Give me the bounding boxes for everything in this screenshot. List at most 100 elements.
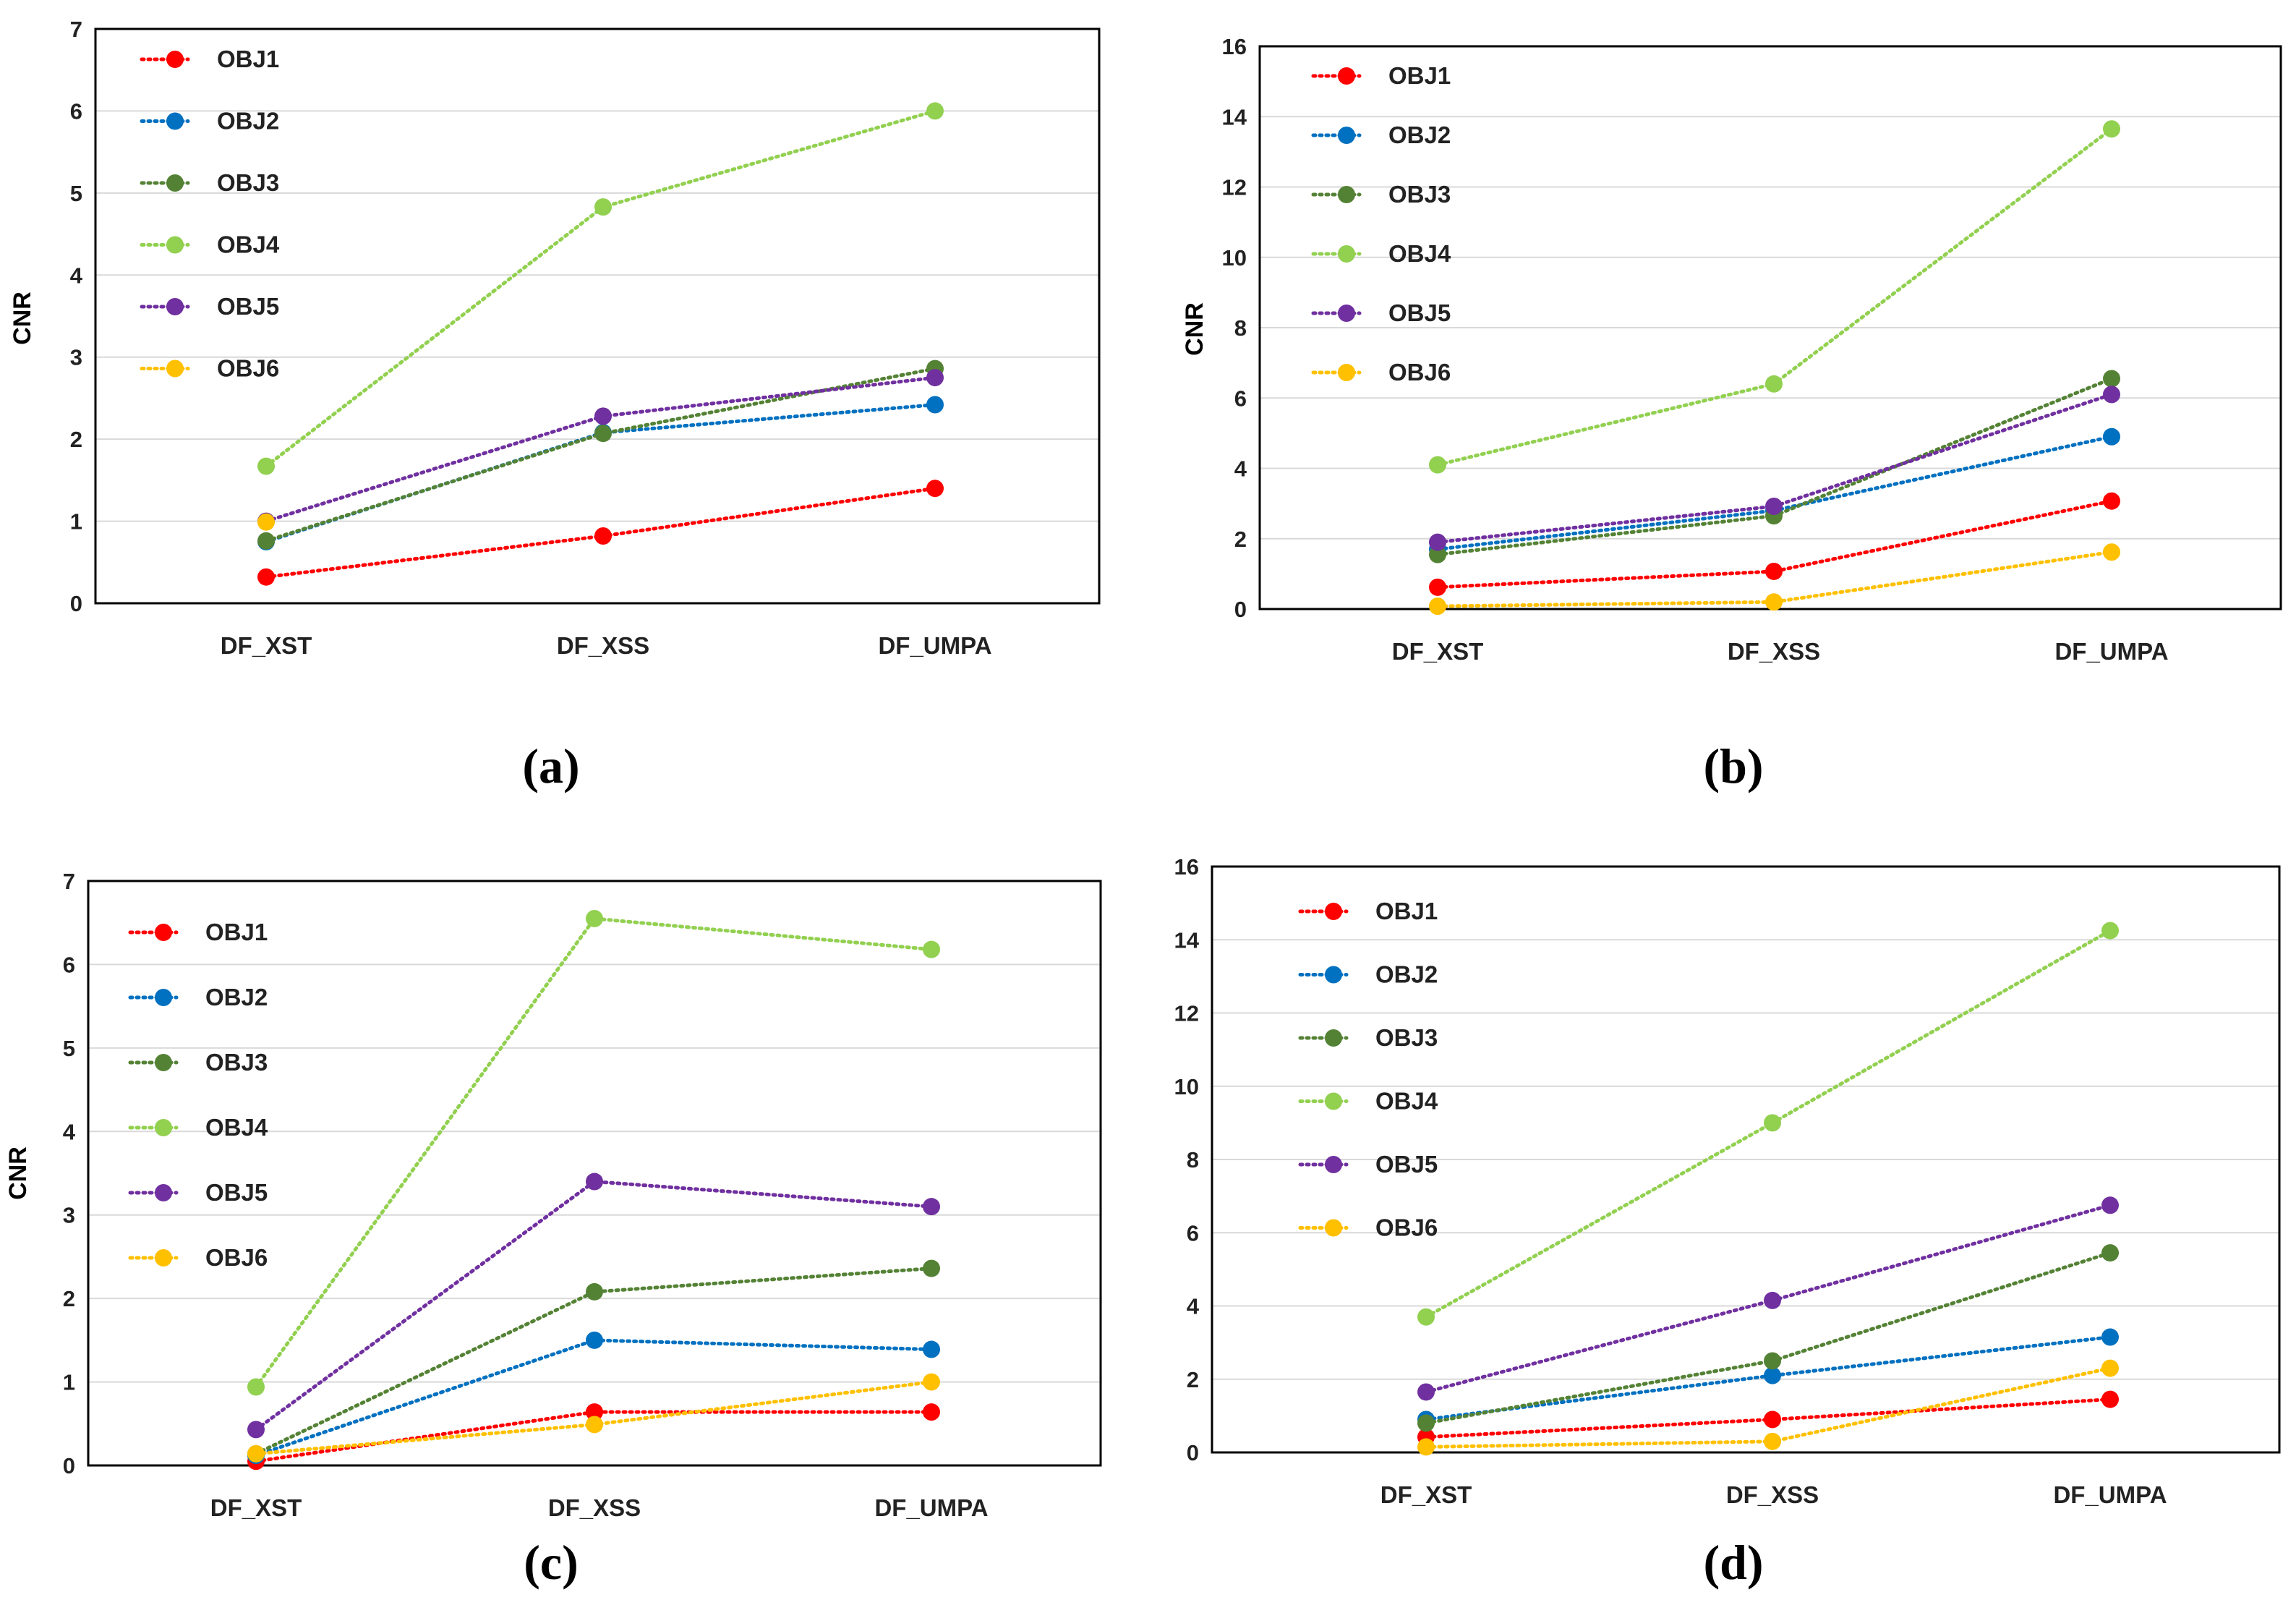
x-category-label: DF_UMPA bbox=[878, 632, 991, 659]
y-tick-label: 1 bbox=[63, 1370, 75, 1395]
legend-marker bbox=[1338, 305, 1355, 322]
data-point bbox=[2103, 120, 2120, 138]
legend-marker bbox=[166, 174, 184, 192]
data-point bbox=[1764, 1366, 1781, 1384]
data-point bbox=[2101, 922, 2119, 940]
series-obj6 bbox=[1417, 1359, 2119, 1456]
legend-marker bbox=[155, 1119, 172, 1136]
legend-item-obj1: OBJ1 bbox=[128, 919, 268, 945]
y-tick-label: 6 bbox=[1187, 1220, 1199, 1246]
series-obj3 bbox=[1429, 370, 2120, 563]
y-tick-label: 10 bbox=[1222, 245, 1247, 271]
data-point bbox=[2103, 427, 2120, 446]
legend-label: OBJ1 bbox=[205, 919, 268, 945]
legend-marker bbox=[166, 298, 184, 315]
y-tick-label: 4 bbox=[63, 1119, 76, 1144]
legend-marker bbox=[166, 359, 184, 378]
data-point bbox=[923, 1259, 940, 1277]
data-point bbox=[2103, 386, 2120, 404]
legend-item-obj4: OBJ4 bbox=[1298, 1088, 1438, 1115]
legend-item-obj6: OBJ6 bbox=[128, 1244, 268, 1271]
legend-marker bbox=[1338, 245, 1355, 263]
y-tick-label: 14 bbox=[1222, 104, 1247, 129]
data-point bbox=[1764, 1432, 1781, 1450]
data-point bbox=[2103, 370, 2120, 388]
series-line bbox=[264, 375, 937, 524]
legend-label: OBJ3 bbox=[1388, 181, 1451, 208]
series-line bbox=[254, 916, 934, 1389]
series-line bbox=[254, 1179, 934, 1431]
panel-caption: (a) bbox=[522, 739, 579, 793]
x-category-label: DF_XST bbox=[210, 1494, 302, 1521]
data-point bbox=[1765, 375, 1783, 393]
data-point bbox=[926, 480, 944, 498]
legend-marker bbox=[155, 1249, 172, 1267]
data-point bbox=[1765, 498, 1783, 516]
x-category-label: DF_XSS bbox=[1726, 1481, 1819, 1508]
data-point bbox=[926, 369, 944, 387]
series-obj1 bbox=[247, 1403, 940, 1471]
legend-item-obj4: OBJ4 bbox=[128, 1114, 268, 1141]
legend-marker bbox=[1338, 67, 1355, 85]
data-point bbox=[586, 1416, 603, 1434]
legend-item-obj3: OBJ3 bbox=[128, 1049, 268, 1076]
y-tick-label: 14 bbox=[1174, 927, 1200, 953]
legend-item-obj4: OBJ4 bbox=[140, 231, 280, 258]
legend-marker bbox=[1325, 903, 1342, 920]
y-tick-label: 6 bbox=[70, 98, 82, 124]
legend-label: OBJ4 bbox=[1375, 1088, 1438, 1115]
legend-item-obj3: OBJ3 bbox=[1298, 1024, 1438, 1051]
y-tick-label: 0 bbox=[1187, 1440, 1199, 1465]
data-point bbox=[2101, 1390, 2119, 1408]
data-point bbox=[1765, 562, 1783, 580]
legend-label: OBJ6 bbox=[205, 1244, 268, 1271]
legend-marker bbox=[155, 1184, 172, 1201]
legend-item-obj5: OBJ5 bbox=[128, 1179, 268, 1206]
y-tick-label: 10 bbox=[1174, 1074, 1199, 1099]
chart-panel-3: 0 1 2 3 4 5 6 7 DF_XST DF_XSS DF_UMPA CNR OBJ1 OBJ2 OB… bbox=[4, 869, 1102, 1590]
data-point bbox=[594, 407, 612, 425]
y-tick-label: 2 bbox=[1187, 1367, 1199, 1392]
series-obj6 bbox=[1429, 543, 2120, 616]
chart-panel-2: 0 2 4 6 8 10 12 14 16 DF_XST DF_XSS DF_UMPA CNR OBJ1 O… bbox=[1181, 34, 2282, 793]
legend-item-obj4: OBJ4 bbox=[1311, 240, 1451, 267]
y-tick-label: 16 bbox=[1222, 34, 1247, 59]
legend-label: OBJ2 bbox=[1388, 122, 1451, 148]
y-axis-title: CNR bbox=[4, 1146, 32, 1200]
legend-label: OBJ3 bbox=[1375, 1024, 1438, 1051]
legend-marker bbox=[1338, 364, 1355, 381]
legend-item-obj2: OBJ2 bbox=[140, 108, 279, 135]
series-obj3 bbox=[1417, 1244, 2119, 1432]
data-point bbox=[1764, 1352, 1781, 1370]
data-point bbox=[2101, 1196, 2119, 1214]
y-tick-label: 12 bbox=[1222, 175, 1247, 200]
series-obj5 bbox=[1429, 386, 2120, 551]
series-obj4 bbox=[1429, 120, 2120, 474]
series-line bbox=[1435, 127, 2114, 467]
x-category-label: DF_XSS bbox=[1728, 638, 1820, 665]
data-point bbox=[247, 1378, 265, 1396]
legend-item-obj1: OBJ1 bbox=[1298, 898, 1438, 924]
y-tick-label: 12 bbox=[1174, 1001, 1199, 1026]
y-tick-label: 2 bbox=[1234, 527, 1247, 552]
y-axis-title: CNR bbox=[1181, 302, 1208, 356]
data-point bbox=[586, 909, 603, 927]
data-point bbox=[586, 1403, 603, 1421]
legend-marker bbox=[155, 924, 172, 941]
legend-marker bbox=[166, 112, 184, 130]
legend-item-obj5: OBJ5 bbox=[1311, 299, 1451, 326]
y-axis-title: CNR bbox=[9, 291, 36, 345]
y-tick-label: 5 bbox=[63, 1036, 75, 1061]
series-obj1 bbox=[1429, 492, 2120, 596]
data-point bbox=[923, 1403, 940, 1421]
series-line bbox=[1424, 1335, 2112, 1421]
data-point bbox=[257, 513, 275, 531]
series-obj6 bbox=[257, 513, 275, 531]
data-point bbox=[1429, 533, 1446, 551]
data-point bbox=[1429, 545, 1446, 563]
legend-marker bbox=[1338, 127, 1355, 144]
y-tick-label: 0 bbox=[1234, 597, 1247, 622]
legend-item-obj6: OBJ6 bbox=[140, 355, 279, 382]
legend-label: OBJ4 bbox=[1388, 240, 1451, 267]
